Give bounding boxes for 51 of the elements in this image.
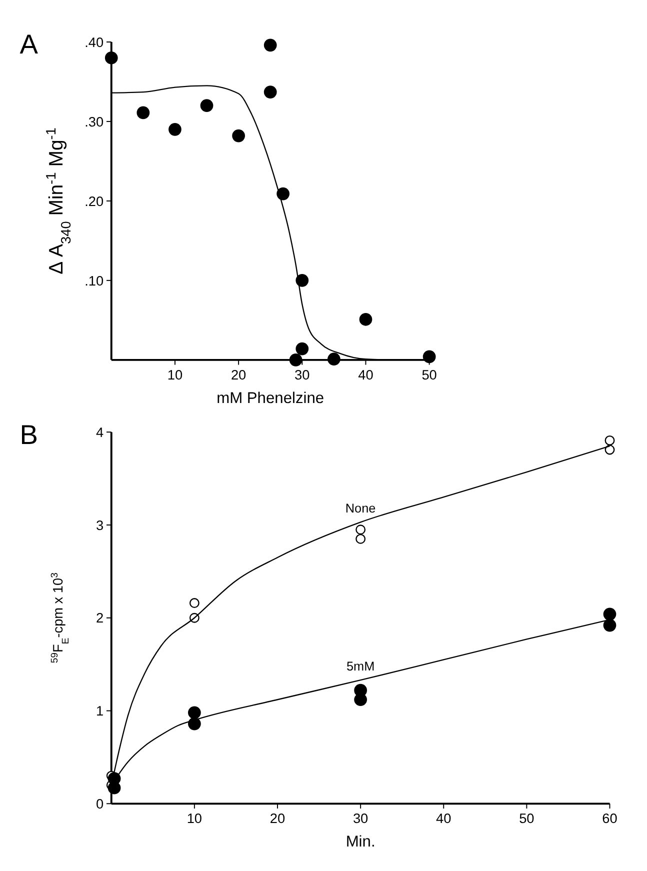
point	[603, 618, 616, 632]
y-tick-label: .20	[84, 194, 104, 209]
point	[189, 598, 200, 608]
x-tick-label: 10	[186, 811, 202, 826]
y-tick-label: 3	[96, 518, 104, 533]
point	[359, 312, 372, 326]
x-tick-label: 40	[358, 367, 374, 382]
x-tick-label: 50	[519, 811, 535, 826]
point	[356, 524, 366, 535]
point	[264, 86, 277, 98]
point	[200, 99, 214, 112]
point	[422, 350, 436, 364]
point	[188, 717, 201, 730]
x-tick-label: 30	[294, 367, 310, 382]
chart-title: B	[20, 418, 38, 450]
x-tick-label: 20	[230, 367, 247, 382]
y-tick-label: 4	[96, 424, 104, 440]
x-tick-label: 30	[352, 811, 369, 826]
point	[328, 352, 340, 366]
point	[604, 435, 615, 446]
series-label: 5mM	[346, 659, 375, 674]
point	[356, 534, 366, 544]
point	[276, 187, 290, 200]
y-tick-label: 1	[96, 704, 104, 719]
x-tick-label: 40	[436, 811, 452, 826]
x-tick-label: 10	[167, 367, 183, 382]
y-tick-label: .10	[84, 273, 104, 288]
point	[104, 51, 118, 64]
point	[604, 444, 615, 455]
point	[296, 274, 309, 287]
y-tick-label: 2	[96, 610, 104, 626]
x-tick-label: 50	[422, 367, 438, 382]
point	[289, 353, 302, 366]
x-axis-title: mM Phenelzine	[216, 390, 324, 407]
chart-title: A	[20, 28, 39, 60]
y-tick-label: 0	[96, 796, 104, 812]
x-axis-title: Min.	[346, 834, 376, 851]
point	[108, 781, 121, 794]
point	[168, 122, 182, 136]
point	[354, 693, 367, 706]
y-tick-label: .30	[84, 114, 104, 130]
point	[296, 342, 309, 356]
y-tick-label: .40	[84, 34, 104, 50]
point	[603, 608, 616, 621]
point	[188, 706, 201, 720]
point	[136, 106, 150, 120]
series-label: None	[345, 501, 376, 516]
point	[232, 129, 245, 142]
x-tick-label: 20	[270, 811, 286, 826]
x-tick-label: 60	[602, 811, 618, 826]
point	[264, 38, 277, 52]
